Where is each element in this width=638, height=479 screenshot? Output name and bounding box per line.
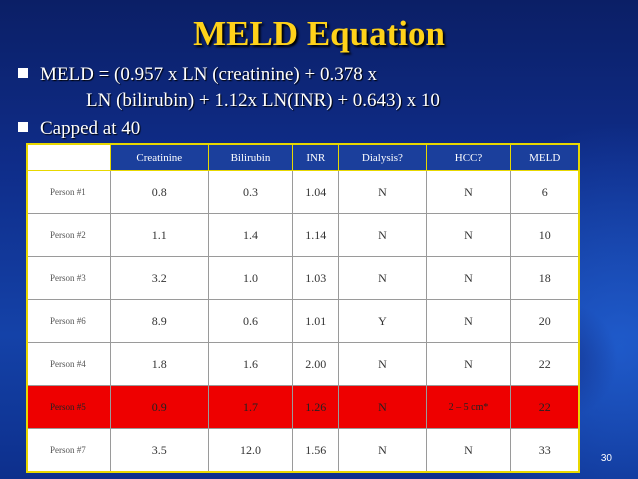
bullet-text: Capped at 40 <box>40 118 141 139</box>
table-cell: N <box>425 428 512 473</box>
table-cell: N <box>338 256 427 300</box>
table-cell: N <box>425 256 512 300</box>
table-cell: 33 <box>510 428 580 473</box>
table-cell: 1.0 <box>207 256 294 300</box>
table-header-empty <box>26 143 111 171</box>
table-cell: 1.04 <box>292 170 340 214</box>
table-cell: N <box>425 299 512 343</box>
table-row: Person #4 1.8 1.6 2.00 N N 22 <box>26 342 580 386</box>
bullet-capped: Capped at 40 <box>18 118 140 140</box>
row-name: Person #3 <box>26 256 111 300</box>
table-cell: 1.1 <box>110 213 209 257</box>
table-header: Dialysis? <box>338 143 427 171</box>
table-cell: N <box>338 385 427 429</box>
bullet-square-icon <box>18 122 28 132</box>
table-cell: N <box>425 170 512 214</box>
table-cell: 1.01 <box>292 299 340 343</box>
table-header: HCC? <box>425 143 512 171</box>
page-number: 30 <box>600 453 612 464</box>
bullet-square-icon <box>18 68 28 78</box>
table-cell: 1.26 <box>292 385 340 429</box>
table-cell: 3.5 <box>110 428 209 473</box>
row-name: Person #7 <box>26 428 111 473</box>
table-cell: 1.03 <box>292 256 340 300</box>
table-header: MELD <box>510 143 580 171</box>
table-cell: 22 <box>510 385 580 429</box>
table-cell: 6 <box>510 170 580 214</box>
table-cell: 0.3 <box>207 170 294 214</box>
table-row: Person #7 3.5 12.0 1.56 N N 33 <box>26 428 580 473</box>
table-cell: N <box>425 342 512 386</box>
row-name: Person #2 <box>26 213 111 257</box>
table-cell: 1.14 <box>292 213 340 257</box>
table-cell: 2.00 <box>292 342 340 386</box>
row-name: Person #4 <box>26 342 111 386</box>
table-row: Person #1 0.8 0.3 1.04 N N 6 <box>26 170 580 214</box>
table-cell: 1.4 <box>207 213 294 257</box>
table-row-highlighted: Person #5 0.9 1.7 1.26 N 2 – 5 cm* 22 <box>26 385 580 429</box>
table-cell: 0.6 <box>207 299 294 343</box>
table-cell: 0.8 <box>110 170 209 214</box>
table-cell: Y <box>338 299 427 343</box>
table-header: Creatinine <box>110 143 209 171</box>
table-cell: 10 <box>510 213 580 257</box>
table-cell: N <box>338 342 427 386</box>
bullet-meld-formula: MELD = (0.957 x LN (creatinine) + 0.378 … <box>18 64 377 86</box>
row-name: Person #6 <box>26 299 111 343</box>
table-row: Person #6 8.9 0.6 1.01 Y N 20 <box>26 299 580 343</box>
table-cell: N <box>338 170 427 214</box>
table-cell: 12.0 <box>207 428 294 473</box>
table-cell: N <box>338 428 427 473</box>
table-cell: 0.9 <box>110 385 209 429</box>
table-cell: 1.8 <box>110 342 209 386</box>
table-header-row: Creatinine Bilirubin INR Dialysis? HCC? … <box>26 143 580 171</box>
table-cell: 2 – 5 cm* <box>425 385 512 429</box>
table-row: Person #3 3.2 1.0 1.03 N N 18 <box>26 256 580 300</box>
table-header: Bilirubin <box>207 143 294 171</box>
slide-title: MELD Equation <box>193 14 445 53</box>
table-cell: 18 <box>510 256 580 300</box>
table-header: INR <box>292 143 340 171</box>
table-cell: 1.6 <box>207 342 294 386</box>
bullet-meld-formula-continued: LN (bilirubin) + 1.12x LN(INR) + 0.643) … <box>86 90 440 111</box>
table-cell: 22 <box>510 342 580 386</box>
table-cell: 20 <box>510 299 580 343</box>
table-cell: N <box>425 213 512 257</box>
table-cell: N <box>338 213 427 257</box>
table-cell: 1.7 <box>207 385 294 429</box>
row-name: Person #5 <box>26 385 111 429</box>
table-row: Person #2 1.1 1.4 1.14 N N 10 <box>26 213 580 257</box>
table-cell: 3.2 <box>110 256 209 300</box>
row-name: Person #1 <box>26 170 111 214</box>
meld-table: Creatinine Bilirubin INR Dialysis? HCC? … <box>26 143 580 473</box>
table-cell: 1.56 <box>292 428 340 473</box>
table-cell: 8.9 <box>110 299 209 343</box>
bullet-text: MELD = (0.957 x LN (creatinine) + 0.378 … <box>40 64 377 85</box>
